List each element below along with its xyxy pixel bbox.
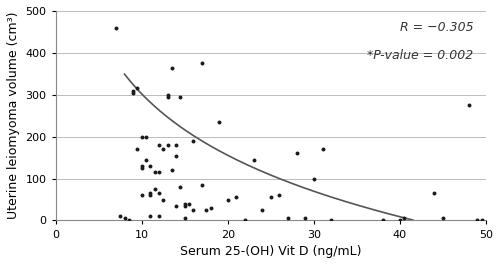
Point — [439, 216, 447, 220]
Point — [164, 143, 172, 147]
Point — [120, 216, 128, 220]
Point — [185, 202, 193, 206]
Point — [150, 170, 158, 174]
Point — [396, 218, 404, 223]
Point — [160, 197, 168, 202]
Point — [138, 193, 145, 197]
Point — [138, 135, 145, 139]
Point — [168, 65, 176, 70]
Point — [190, 139, 198, 143]
Point — [478, 218, 486, 222]
Point — [138, 166, 145, 170]
Point — [181, 204, 189, 208]
Point — [206, 206, 214, 210]
Point — [146, 191, 154, 195]
Point — [129, 89, 137, 93]
Point — [292, 151, 300, 156]
Point — [164, 93, 172, 97]
Point — [474, 218, 482, 223]
Point — [250, 158, 258, 162]
Point — [146, 164, 154, 168]
Point — [241, 218, 249, 223]
Point — [430, 191, 438, 195]
Point — [155, 143, 163, 147]
Point — [125, 218, 133, 222]
Point — [134, 86, 141, 91]
Point — [155, 214, 163, 218]
Point — [224, 197, 232, 202]
Point — [142, 158, 150, 162]
Point — [232, 195, 240, 200]
Point — [129, 91, 137, 95]
Point — [215, 120, 223, 124]
Point — [276, 193, 283, 197]
Point — [146, 193, 154, 197]
Y-axis label: Uterine leiomyoma volume (cm³): Uterine leiomyoma volume (cm³) — [7, 12, 20, 219]
Point — [400, 216, 408, 220]
Point — [112, 26, 120, 30]
Point — [150, 187, 158, 191]
Point — [155, 170, 163, 174]
Point — [172, 153, 180, 158]
Point — [164, 95, 172, 99]
Point — [258, 208, 266, 212]
Point — [160, 147, 168, 151]
Point — [181, 216, 189, 220]
Point — [146, 214, 154, 218]
X-axis label: Serum 25-(OH) Vit D (ng/mL): Serum 25-(OH) Vit D (ng/mL) — [180, 245, 362, 258]
Point — [302, 216, 310, 220]
Point — [284, 216, 292, 220]
Point — [172, 204, 180, 208]
Point — [155, 191, 163, 195]
Text: R = −0.305: R = −0.305 — [400, 21, 473, 34]
Point — [267, 195, 275, 200]
Point — [176, 95, 184, 99]
Point — [327, 218, 335, 223]
Point — [116, 214, 124, 218]
Point — [190, 208, 198, 212]
Text: *P-value = 0.002: *P-value = 0.002 — [367, 49, 473, 62]
Point — [168, 168, 176, 172]
Point — [202, 208, 210, 212]
Point — [310, 176, 318, 181]
Point — [142, 135, 150, 139]
Point — [172, 143, 180, 147]
Point — [198, 183, 206, 187]
Point — [181, 202, 189, 206]
Point — [379, 218, 387, 223]
Point — [318, 147, 326, 151]
Point — [198, 61, 206, 65]
Point — [134, 147, 141, 151]
Point — [176, 185, 184, 189]
Point — [465, 103, 473, 107]
Point — [138, 164, 145, 168]
